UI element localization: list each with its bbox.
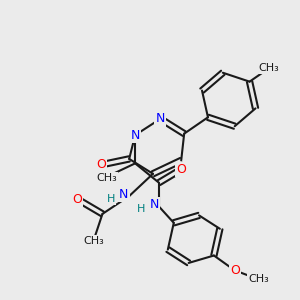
Text: O: O	[96, 158, 106, 171]
Text: CH₃: CH₃	[248, 274, 269, 284]
Text: N: N	[130, 129, 140, 142]
Text: O: O	[230, 264, 240, 277]
Text: H: H	[137, 204, 145, 214]
Text: O: O	[176, 163, 186, 176]
Text: CH₃: CH₃	[83, 236, 104, 246]
Text: N: N	[156, 112, 165, 125]
Text: O: O	[72, 193, 82, 206]
Text: N: N	[119, 188, 128, 201]
Text: H: H	[106, 194, 115, 204]
Text: N: N	[150, 199, 159, 212]
Text: CH₃: CH₃	[259, 63, 279, 73]
Text: CH₃: CH₃	[97, 173, 117, 183]
